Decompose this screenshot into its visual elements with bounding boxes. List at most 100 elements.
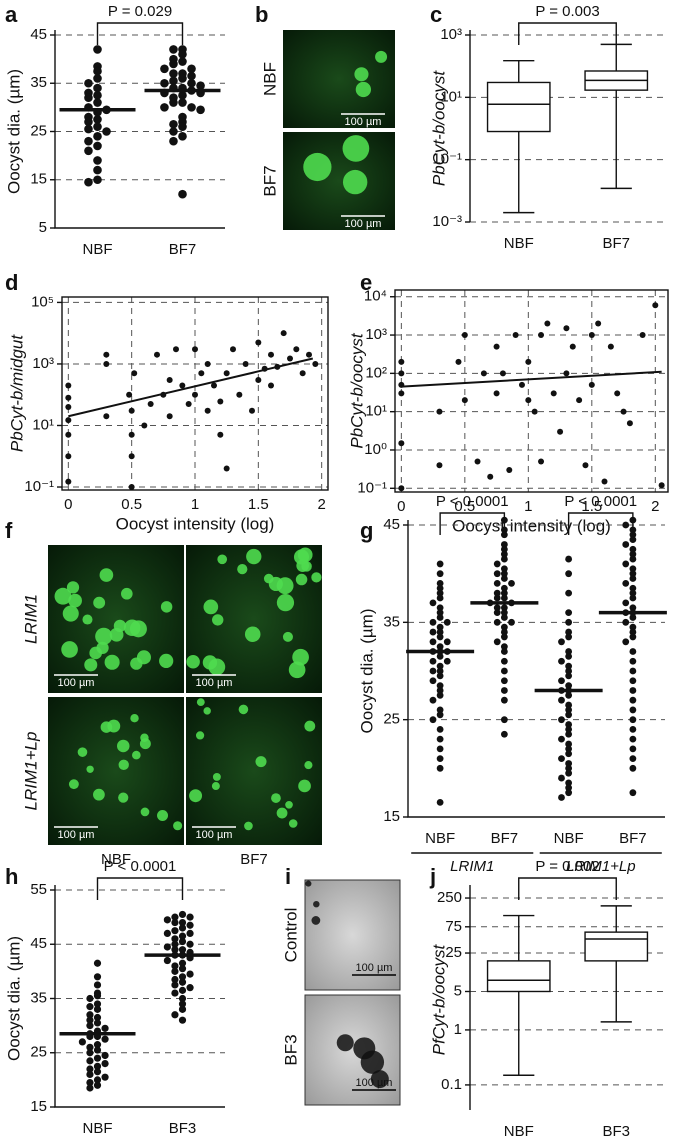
oocyst <box>244 626 261 642</box>
data-dot <box>493 609 501 616</box>
oocyst <box>303 152 332 182</box>
data-dot <box>169 136 178 146</box>
data-dot <box>86 1049 94 1057</box>
data-dot <box>629 614 637 621</box>
data-dot <box>565 570 573 578</box>
data-point <box>223 465 230 472</box>
data-dot <box>84 93 93 103</box>
panel-letter: i <box>285 864 291 889</box>
data-dot <box>160 78 169 88</box>
data-dot <box>629 550 637 558</box>
data-dot <box>93 1019 102 1027</box>
x-tick-label: BF7 <box>169 241 197 258</box>
data-dot <box>178 91 187 100</box>
data-dot <box>86 1022 94 1030</box>
fit-line <box>401 370 662 388</box>
scale-bar-label: 100 µm <box>345 218 382 230</box>
y-tick-label: 35 <box>30 989 47 1006</box>
data-point <box>242 360 249 367</box>
panel-letter: e <box>360 270 372 295</box>
column-label: BF7 <box>240 851 268 868</box>
data-dot <box>178 986 187 994</box>
oocyst <box>109 627 124 642</box>
micrograph <box>283 30 395 128</box>
data-dot <box>493 589 501 597</box>
data-point <box>601 478 608 485</box>
oocyst <box>96 641 109 655</box>
data-dot <box>187 71 196 81</box>
oocyst <box>355 81 372 98</box>
x-tick-label: 2 <box>651 498 659 515</box>
data-dot <box>429 657 437 665</box>
data-point <box>576 397 583 404</box>
y-tick-label: 15 <box>30 1098 47 1115</box>
data-dot <box>565 667 573 675</box>
data-dot <box>558 794 565 801</box>
y-tick-label: 45 <box>30 26 47 43</box>
x-tick-label: NBF <box>554 830 584 847</box>
data-dot <box>86 1011 94 1019</box>
y-tick-label: 10¹ <box>365 403 387 420</box>
y-tick-label: 10⁻³ <box>432 213 462 230</box>
y-tick-label: 25 <box>30 122 47 139</box>
box <box>584 931 649 962</box>
x-axis-label: Oocyst intensity (log) <box>452 516 611 535</box>
data-point <box>614 390 621 397</box>
data-point <box>493 343 500 350</box>
oocyst <box>305 880 312 887</box>
data-point <box>299 370 306 377</box>
data-dot <box>102 127 111 136</box>
data-dot <box>436 687 444 694</box>
p-value: P < 0.0001 <box>436 493 509 510</box>
row-label: LRIM1+Lp <box>21 732 40 811</box>
data-dot <box>436 755 444 762</box>
data-dot <box>86 1070 94 1079</box>
x-tick-label: 2 <box>317 496 325 513</box>
data-dot <box>187 64 196 74</box>
data-point <box>620 408 627 415</box>
data-dot <box>436 633 444 641</box>
data-point <box>255 377 262 384</box>
data-dot <box>436 799 444 806</box>
data-dot <box>436 594 444 602</box>
data-dot <box>436 614 444 621</box>
data-dot <box>629 604 637 612</box>
oocyst <box>140 733 149 742</box>
y-tick-label: 35 <box>30 74 47 91</box>
data-dot <box>565 609 573 616</box>
data-dot <box>500 677 508 685</box>
data-dot <box>436 628 444 636</box>
data-dot <box>629 726 637 733</box>
data-dot <box>84 136 93 146</box>
data-dot <box>171 913 179 921</box>
data-dot <box>500 633 508 641</box>
data-point <box>179 382 186 389</box>
data-dot <box>186 940 194 948</box>
data-dot <box>163 956 171 965</box>
data-dot <box>500 696 508 704</box>
axes <box>54 30 225 229</box>
oocyst <box>353 1037 376 1060</box>
y-tick-label: 10⁴ <box>364 288 387 305</box>
data-dot <box>629 764 637 772</box>
data-dot <box>93 1005 102 1013</box>
data-dot <box>622 580 630 587</box>
data-dot <box>500 716 508 724</box>
data-dot <box>565 589 573 597</box>
data-dot <box>629 545 637 553</box>
data-dot <box>436 706 444 714</box>
data-dot <box>558 774 565 782</box>
data-point <box>588 381 595 388</box>
data-dot <box>178 924 187 932</box>
data-dot <box>622 560 630 568</box>
data-dot <box>436 711 444 719</box>
oocyst <box>196 698 205 707</box>
data-point <box>499 370 506 377</box>
box <box>486 81 551 133</box>
data-dot <box>629 696 637 704</box>
oocyst <box>311 916 321 925</box>
data-point <box>487 473 494 480</box>
y-tick-label: 45 <box>383 516 400 533</box>
data-point <box>255 339 262 346</box>
